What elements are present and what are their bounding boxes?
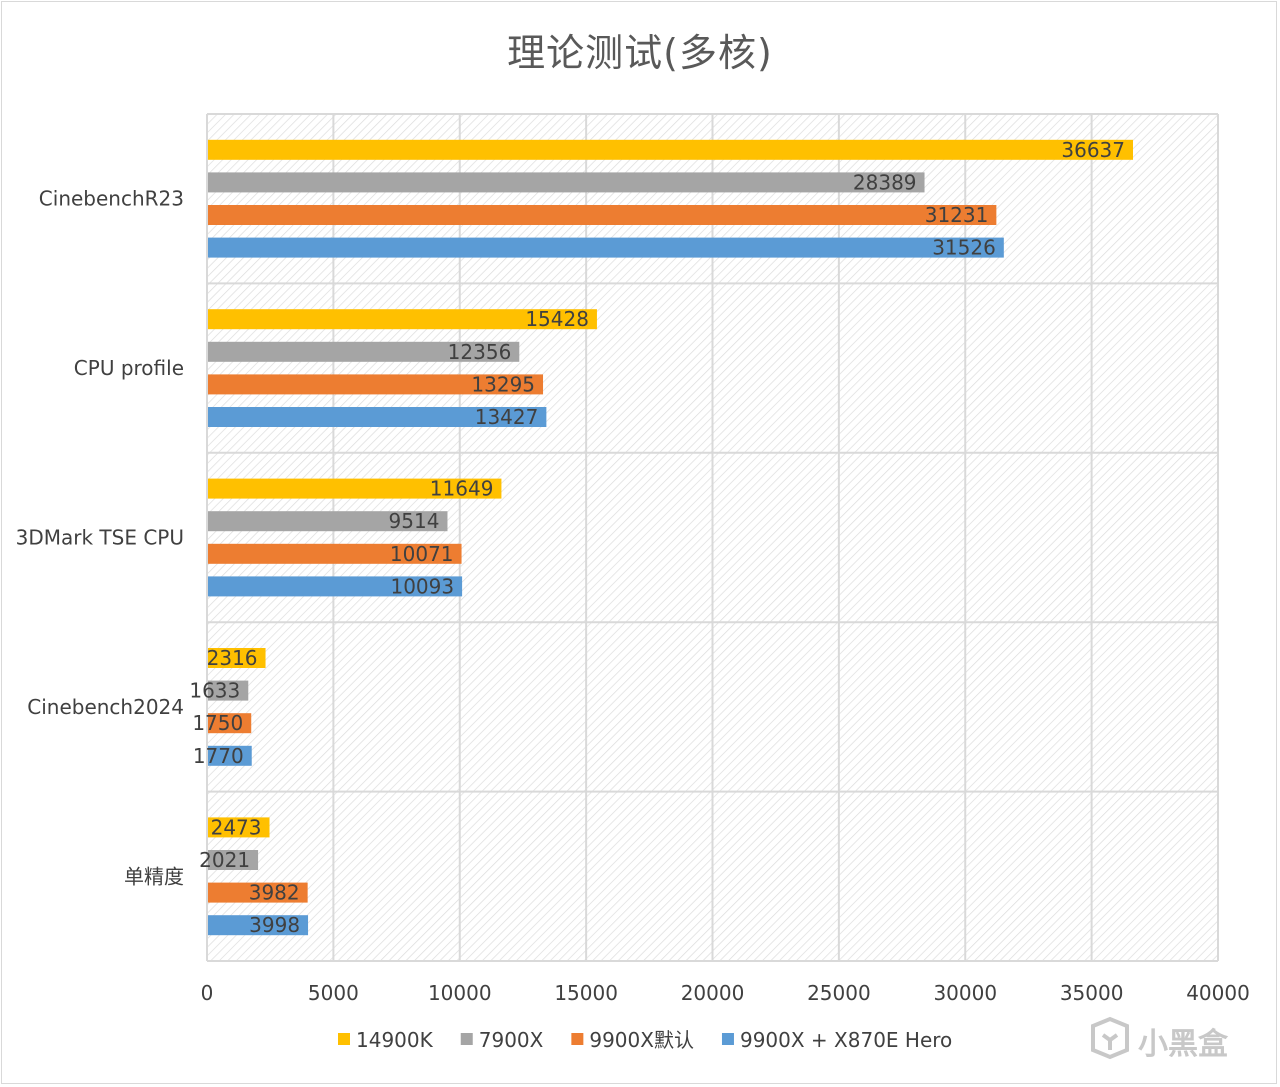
data-label: 12356 — [448, 340, 512, 364]
heybox-logo-icon — [1091, 1016, 1129, 1060]
bar — [208, 341, 520, 362]
bar — [208, 915, 309, 936]
data-label: 3982 — [249, 881, 300, 905]
bar — [208, 680, 249, 701]
legend-swatch — [338, 1033, 350, 1045]
x-tick-label: 15000 — [554, 981, 618, 1005]
legend: 14900K 7900X 9900X默认 9900X + X870E Hero — [338, 1028, 952, 1052]
bar — [208, 745, 252, 766]
watermark-text: 小黑盒 — [1138, 1027, 1229, 1062]
data-label: 9514 — [389, 509, 440, 533]
x-tick-label: 0 — [201, 981, 214, 1005]
x-tick-label: 20000 — [681, 981, 745, 1005]
bar — [208, 139, 1134, 160]
x-tick-label: 5000 — [308, 981, 359, 1005]
bars — [208, 139, 1134, 936]
bar — [208, 478, 502, 499]
bar — [208, 309, 597, 330]
data-labels: 36637 28389 31231 31526 15428 12356 13295 13427… — [189, 138, 1125, 937]
data-label: 10071 — [390, 542, 454, 566]
data-label: 13295 — [471, 372, 535, 396]
data-label: 2021 — [199, 848, 250, 872]
category-label: Cinebench2024 — [27, 695, 184, 719]
bar — [208, 850, 259, 870]
legend-label: 7900X — [479, 1028, 544, 1052]
category-labels: CinebenchR23 CPU profile 3DMark TSE CPU Cin… — [16, 187, 184, 889]
data-label: 1633 — [189, 679, 240, 703]
legend-swatch — [571, 1033, 584, 1045]
category-label: CPU profile — [74, 356, 184, 380]
data-label: 10093 — [390, 574, 454, 598]
bar — [208, 648, 266, 668]
x-tick-label: 10000 — [428, 981, 492, 1005]
bar — [208, 817, 270, 838]
chart-title: 理论测试(多核) — [507, 31, 773, 75]
legend-swatch — [460, 1033, 473, 1045]
bar — [208, 237, 1004, 258]
bar — [208, 713, 252, 734]
data-label: 2473 — [211, 815, 262, 839]
data-label: 31526 — [932, 236, 996, 260]
legend-label: 14900K — [356, 1028, 434, 1052]
x-tick-label: 40000 — [1186, 981, 1250, 1005]
bar — [208, 511, 448, 532]
bar — [208, 374, 544, 395]
legend-label: 9900X默认 — [589, 1028, 694, 1052]
category-label: 单精度 — [124, 864, 184, 888]
category-label: 3DMark TSE CPU — [16, 526, 184, 550]
bar — [208, 576, 463, 597]
x-tick-label: 25000 — [807, 981, 871, 1005]
x-tick-label: 30000 — [933, 981, 997, 1005]
data-label: 2316 — [207, 646, 258, 670]
data-label: 3998 — [249, 913, 300, 937]
bar — [208, 407, 547, 427]
data-label: 13427 — [475, 405, 539, 429]
category-label: CinebenchR23 — [39, 187, 184, 211]
data-label: 1770 — [193, 744, 244, 768]
bar — [208, 543, 462, 564]
bar — [208, 882, 308, 903]
bar — [208, 205, 997, 225]
bar — [208, 172, 925, 193]
x-tick-labels: 0 5000 10000 15000 20000 25000 30000 35000 40000 — [201, 981, 1250, 1005]
data-label: 28389 — [853, 170, 917, 194]
data-label: 11649 — [430, 477, 494, 501]
x-tick-label: 35000 — [1060, 981, 1124, 1005]
data-label: 31231 — [925, 203, 989, 227]
data-label: 1750 — [192, 711, 243, 735]
legend-label: 9900X + X870E Hero — [740, 1028, 952, 1052]
data-label: 36637 — [1061, 138, 1125, 162]
data-label: 15428 — [525, 307, 589, 331]
legend-swatch — [721, 1033, 734, 1045]
